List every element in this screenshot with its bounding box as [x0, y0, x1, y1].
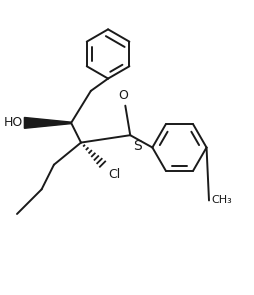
Text: CH₃: CH₃	[212, 195, 232, 205]
Text: HO: HO	[4, 117, 23, 130]
Text: Cl: Cl	[108, 168, 120, 181]
Text: S: S	[133, 139, 141, 153]
Polygon shape	[24, 117, 71, 128]
Text: O: O	[118, 89, 128, 102]
